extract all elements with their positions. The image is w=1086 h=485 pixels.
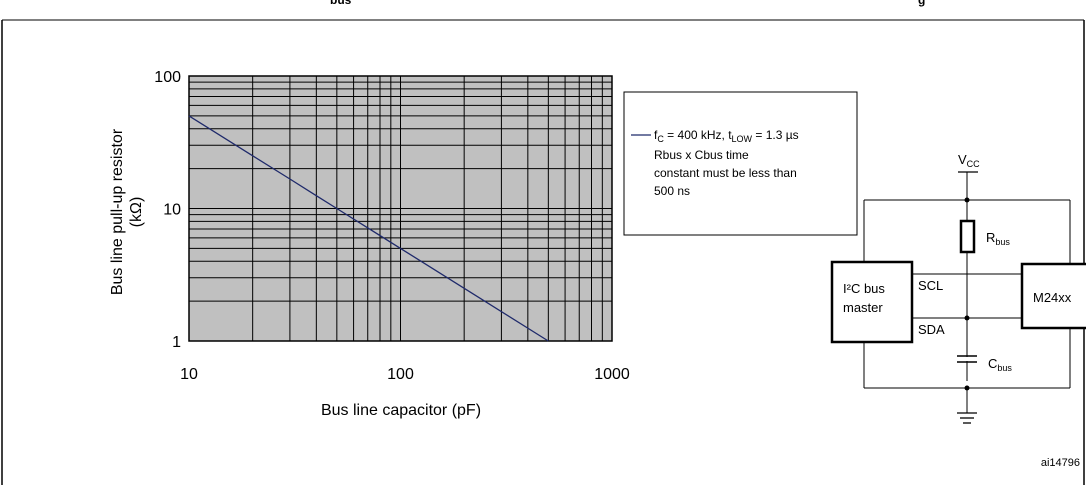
y-tick-label: 1: [172, 334, 181, 351]
master-label-line1: I²C bus: [843, 281, 885, 296]
rbus-label: Rbus: [986, 230, 1010, 247]
sda-label: SDA: [918, 322, 945, 337]
y-axis-title-line1: Bus line pull-up resistor: [109, 128, 126, 295]
grid-lines: [189, 76, 612, 341]
x-tick-label: 10: [180, 366, 198, 383]
legend-note-line2: constant must be less than: [654, 166, 797, 180]
legend-note-line1: Rbus x Cbus time: [654, 148, 749, 162]
y-tick-label: 10: [163, 202, 181, 219]
legend-series-label: fC = 400 kHz, tLOW = 1.3 µs: [654, 128, 799, 144]
cbus-label: Cbus: [988, 356, 1012, 373]
vcc-label: VCC: [958, 152, 980, 169]
bus-circuit-diagram: VCC Rbus I²C bus master SCL SDA M24xx Cb…: [832, 152, 1086, 423]
x-axis-title: Bus line capacitor (pF): [321, 402, 481, 419]
master-label-line2: master: [843, 300, 883, 315]
x-tick-label: 100: [387, 366, 414, 383]
m24xx-label: M24xx: [1033, 290, 1072, 305]
x-tick-label: 1000: [594, 366, 630, 383]
scl-label: SCL: [918, 278, 943, 293]
cbus-gap: [966, 357, 968, 361]
legend-box: [624, 92, 857, 235]
legend-note-line3: 500 ns: [654, 184, 690, 198]
y-axis-title-line2: (kΩ): [128, 197, 145, 228]
sda-junction: [965, 316, 970, 321]
figure-reference-code: ai14796: [1041, 457, 1080, 469]
rbus-resistor: [961, 221, 974, 252]
y-tick-label: 100: [154, 69, 181, 86]
